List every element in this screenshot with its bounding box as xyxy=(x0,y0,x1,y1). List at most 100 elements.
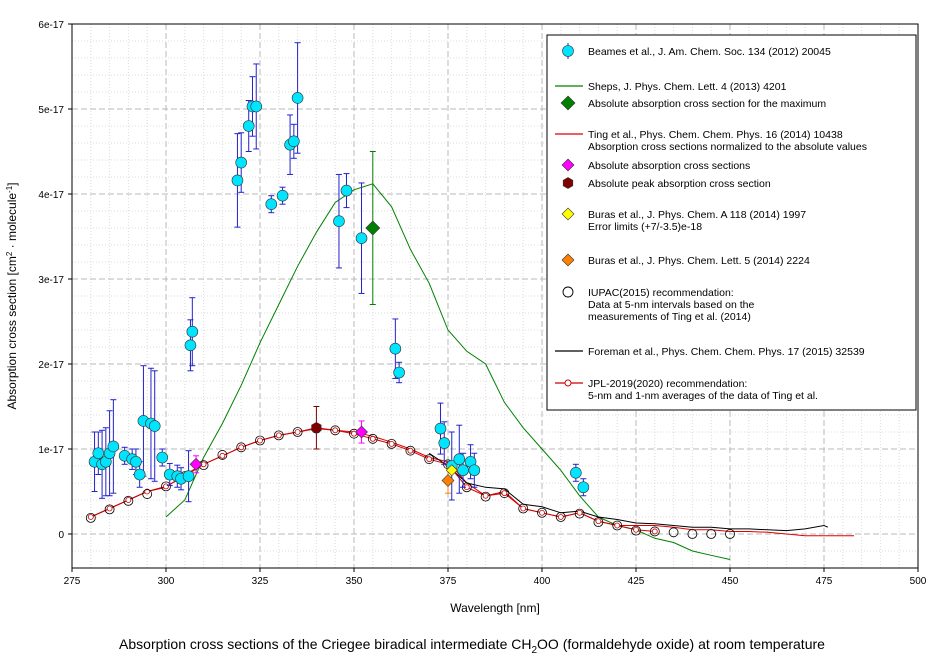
point-jpl xyxy=(87,514,94,520)
point-jpl xyxy=(407,447,414,454)
point-jpl xyxy=(294,429,301,435)
point-jpl xyxy=(539,509,545,516)
point-beames xyxy=(393,366,405,379)
point-iupac xyxy=(480,491,491,502)
point-iupac xyxy=(330,425,341,436)
y-label-part: Absorption cross section [cm xyxy=(5,256,19,409)
x-tick-label: 400 xyxy=(534,576,551,587)
point-iupac xyxy=(367,433,378,444)
series-layer xyxy=(85,42,855,560)
legend-label: Data at 5-nm intervals based on the xyxy=(588,299,755,311)
point-buras-2014a xyxy=(445,464,458,477)
point-iupac xyxy=(518,503,529,514)
y-label-part: ] xyxy=(5,182,19,185)
y-tick-label: 3e-17 xyxy=(38,275,64,286)
point-beames xyxy=(389,342,402,355)
y-label-part: · molecule xyxy=(5,193,19,252)
point-iupac xyxy=(612,520,623,531)
point-jpl xyxy=(332,427,339,434)
point-jpl xyxy=(106,505,113,512)
point-jpl xyxy=(125,497,132,503)
point-beames xyxy=(265,198,278,210)
x-tick-label: 275 xyxy=(64,576,81,587)
legend-label: JPL-2019(2020) recommendation: xyxy=(588,378,747,390)
point-jpl xyxy=(633,526,639,533)
point-beames xyxy=(288,135,300,148)
plot-frame xyxy=(71,23,919,569)
point-iupac xyxy=(104,504,115,515)
point-jpl xyxy=(388,440,395,447)
legend: Beames et al., J. Am. Chem. Soc. 134 (20… xyxy=(546,34,917,411)
point-beames xyxy=(182,470,195,483)
plot-area xyxy=(85,42,855,560)
point-jpl xyxy=(275,432,282,439)
point-iupac xyxy=(142,489,153,499)
x-tick-label: 450 xyxy=(722,576,739,587)
point-jpl xyxy=(163,483,169,490)
point-iupac xyxy=(668,527,679,538)
point-iupac xyxy=(236,442,247,453)
point-jpl xyxy=(238,444,245,451)
legend-symbol xyxy=(560,95,576,111)
legend-label: Foreman et al., Phys. Chem. Chem. Phys. … xyxy=(588,346,865,358)
legend-label: Buras et al., J. Phys. Chem. A 118 (2014… xyxy=(588,209,806,221)
title-text: Absorption cross sections of the Criegee… xyxy=(119,636,532,652)
point-sheps-max xyxy=(365,220,381,236)
point-beames xyxy=(570,466,582,479)
point-jpl xyxy=(595,518,602,525)
point-iupac xyxy=(631,525,641,536)
y-tick-label: 2e-17 xyxy=(38,360,64,371)
x-axis-label: Wavelength [nm] xyxy=(450,601,540,615)
point-jpl xyxy=(614,522,621,529)
point-beames xyxy=(235,156,247,169)
point-beames xyxy=(434,422,447,435)
legend-label: Buras et al., J. Phys. Chem. Lett. 5 (20… xyxy=(588,255,810,267)
point-iupac xyxy=(725,529,735,539)
point-iupac xyxy=(649,526,660,537)
point-iupac xyxy=(386,438,397,449)
point-beames xyxy=(276,189,289,202)
point-jpl xyxy=(557,514,564,520)
legend-label: 5-nm and 1-nm averages of the data of Ti… xyxy=(588,390,818,402)
x-tick-label: 425 xyxy=(628,576,645,587)
point-jpl xyxy=(576,509,583,516)
point-jpl xyxy=(144,488,151,495)
y-tick-label: 5e-17 xyxy=(38,105,64,116)
point-beames xyxy=(355,232,368,244)
legend-label: measurements of Ting et al. (2014) xyxy=(588,311,751,323)
y-tick-label: 4e-17 xyxy=(38,190,64,201)
legend-symbol xyxy=(562,177,574,189)
point-beames xyxy=(333,215,345,227)
point-iupac xyxy=(217,450,228,460)
legend-label: IUPAC(2015) recommendation: xyxy=(588,287,734,299)
point-beames xyxy=(438,437,451,449)
point-beames xyxy=(250,100,263,113)
point-ting-abs xyxy=(355,425,368,439)
point-iupac xyxy=(574,508,585,519)
point-beames xyxy=(231,174,244,187)
y-tick-label: 0 xyxy=(58,530,64,541)
legend-box xyxy=(546,34,917,411)
title-subscript: 2 xyxy=(531,644,538,656)
chart-title: Absorption cross sections of the Criegee… xyxy=(0,636,944,656)
point-ting-abs xyxy=(189,457,203,471)
point-iupac xyxy=(273,430,284,441)
y-axis-label: Absorption cross section [cm2 · molecule… xyxy=(5,182,20,409)
x-tick-label: 350 xyxy=(346,576,363,587)
point-jpl xyxy=(520,505,527,512)
point-beames xyxy=(291,92,304,104)
point-iupac xyxy=(292,427,303,437)
legend-symbol xyxy=(562,45,574,57)
y-label-superscript: 2 xyxy=(5,251,14,256)
x-tick-label: 500 xyxy=(910,576,927,587)
point-beames xyxy=(242,120,255,132)
point-beames xyxy=(453,453,466,466)
point-buras-2014b xyxy=(441,474,455,487)
legend-symbol xyxy=(562,286,574,298)
point-beames xyxy=(468,464,481,477)
legend-label: Absolute absorption cross section for th… xyxy=(588,98,826,110)
point-beames xyxy=(186,325,199,338)
x-tick-label: 325 xyxy=(252,576,269,587)
legend-label: Absolute peak absorption cross section xyxy=(588,178,771,190)
point-beames xyxy=(156,451,169,464)
